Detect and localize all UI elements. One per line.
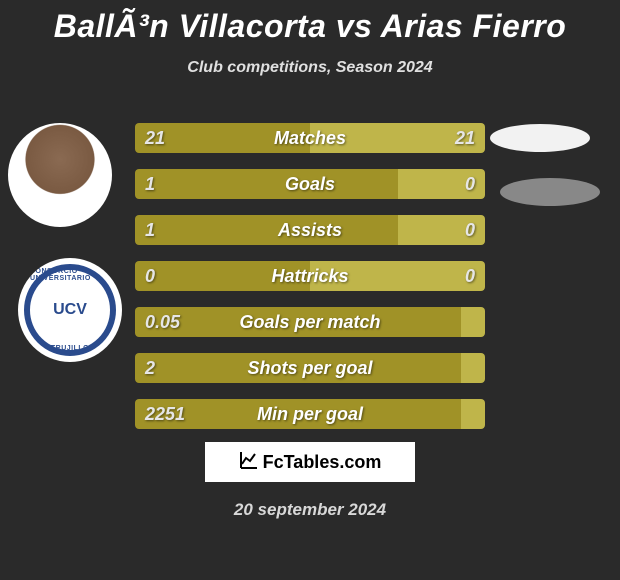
stat-value-left: 0.05 [145, 307, 180, 337]
stat-value-right: 21 [455, 123, 475, 153]
stat-row: Assists1 0 [135, 215, 485, 245]
club-ring: CONSORCIO UNIVERSITARIO UCV TRUJILLO [24, 264, 116, 356]
stat-value-left: 1 [145, 215, 155, 245]
stat-row: Shots per goal2 [135, 353, 485, 383]
stat-row: Hattricks0 0 [135, 261, 485, 291]
stat-label: Hattricks [135, 261, 485, 291]
opponent-blob-1 [490, 124, 590, 152]
club-logo: CONSORCIO UNIVERSITARIO UCV TRUJILLO [18, 258, 122, 362]
stat-label: Goals [135, 169, 485, 199]
stat-value-left: 1 [145, 169, 155, 199]
stat-value-right: 0 [465, 261, 475, 291]
player-avatar [8, 123, 112, 227]
footer-logo[interactable]: FcTables.com [205, 442, 415, 482]
stat-row: Matches21 21 [135, 123, 485, 153]
stats-rows: Matches2121Goals10Assists10Hattricks00Go… [135, 123, 485, 445]
opponent-blob-2 [500, 178, 600, 206]
stat-label: Min per goal [135, 399, 485, 429]
stat-value-left: 21 [145, 123, 165, 153]
stat-row: Goals1 0 [135, 169, 485, 199]
club-arc-top: CONSORCIO UNIVERSITARIO [30, 268, 110, 282]
chart-icon [239, 450, 259, 475]
footer-logo-text: FcTables.com [263, 452, 382, 473]
stat-row: Goals per match0.05 [135, 307, 485, 337]
stat-label: Matches [135, 123, 485, 153]
stat-label: Assists [135, 215, 485, 245]
footer-date: 20 september 2024 [0, 500, 620, 520]
stat-label: Goals per match [135, 307, 485, 337]
stat-value-left: 2251 [145, 399, 185, 429]
stat-value-left: 2 [145, 353, 155, 383]
player-photo-placeholder [8, 123, 112, 227]
page-subtitle: Club competitions, Season 2024 [0, 59, 620, 77]
stat-value-right: 0 [465, 169, 475, 199]
stat-label: Shots per goal [135, 353, 485, 383]
stat-row: Min per goal2251 [135, 399, 485, 429]
stat-value-right: 0 [465, 215, 475, 245]
club-text: UCV [53, 301, 87, 319]
page-title: BallÃ³n Villacorta vs Arias Fierro [0, 0, 620, 45]
stat-value-left: 0 [145, 261, 155, 291]
club-arc-bottom: TRUJILLO [51, 345, 89, 352]
